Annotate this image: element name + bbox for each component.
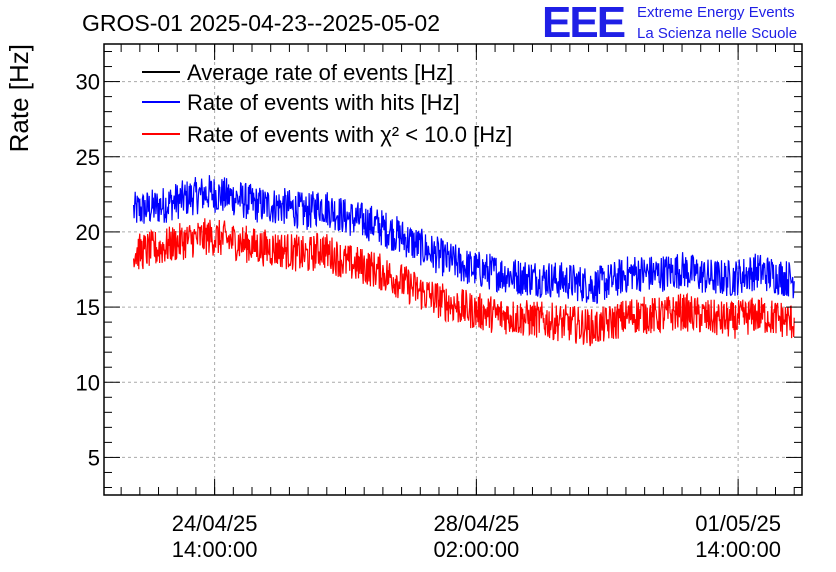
y-tick-label: 15 bbox=[76, 295, 100, 320]
y-tick-label: 20 bbox=[76, 220, 100, 245]
x-tick-label-date: 24/04/25 bbox=[172, 511, 258, 536]
x-tick-label-time: 14:00:00 bbox=[695, 537, 781, 562]
eee-logo: EEE bbox=[542, 0, 626, 47]
chart-title: GROS-01 2025-04-23--2025-05-02 bbox=[82, 10, 440, 36]
x-tick-label-time: 02:00:00 bbox=[434, 537, 520, 562]
legend: Average rate of events [Hz] Rate of event… bbox=[142, 60, 512, 147]
y-tick-label: 5 bbox=[88, 445, 100, 470]
series-line-chi2 bbox=[133, 218, 795, 347]
y-tick-label: 25 bbox=[76, 145, 100, 170]
y-tick-label: 10 bbox=[76, 370, 100, 395]
legend-label: Rate of events with hits [Hz] bbox=[187, 90, 460, 115]
plot-frame bbox=[103, 43, 803, 496]
legend-label: Rate of events with χ² < 10.0 [Hz] bbox=[187, 122, 512, 147]
y-axis-label: Rate [Hz] bbox=[4, 44, 34, 152]
logo-caption-line1: Extreme Energy Events bbox=[637, 4, 795, 21]
series-line-hits bbox=[133, 175, 795, 304]
x-tick-label-date: 01/05/25 bbox=[695, 511, 781, 536]
logo-caption-line2: La Scienza nelle Scuole bbox=[637, 25, 798, 42]
x-tick-label-time: 14:00:00 bbox=[172, 537, 258, 562]
y-tick-label: 30 bbox=[76, 70, 100, 95]
x-tick-label-date: 28/04/25 bbox=[434, 511, 520, 536]
axes: 5101520253024/04/2514:00:0028/04/2502:00… bbox=[76, 44, 802, 562]
legend-label: Average rate of events [Hz] bbox=[187, 60, 453, 85]
series-layer bbox=[133, 175, 795, 347]
